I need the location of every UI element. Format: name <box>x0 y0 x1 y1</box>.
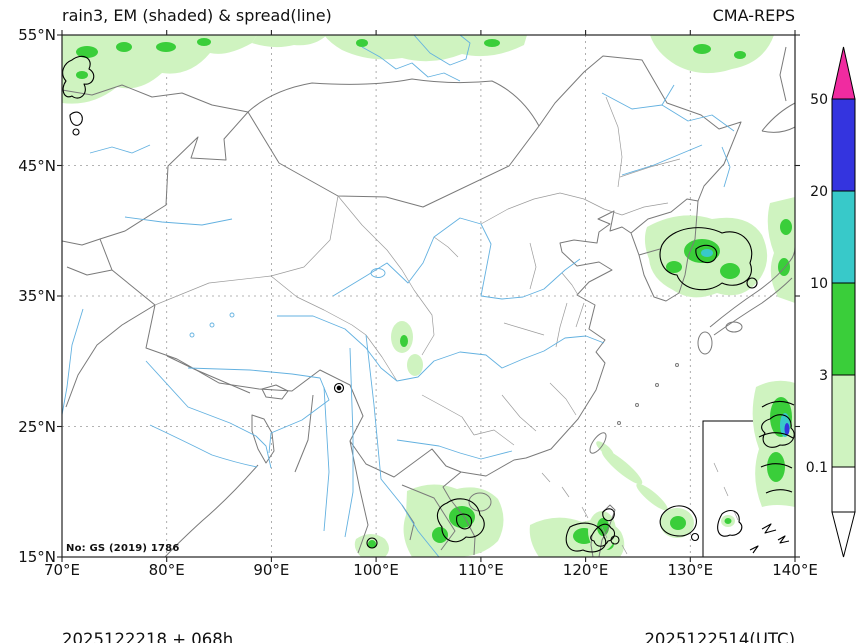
cbar-label-20: 20 <box>810 184 828 200</box>
xtick-90e: 90°E <box>253 561 290 579</box>
init-time-utc: 2025122218 + 068h <box>62 630 234 643</box>
cbar-label-0p1: 0.1 <box>805 460 828 476</box>
figure-title: rain3, EM (shaded) & spread(line) <box>62 6 332 25</box>
xtick-80e: 80°E <box>148 561 185 579</box>
footer-valid-times: 2025122514(UTC) 2025122522(CST) <box>644 582 795 643</box>
axis-ticks <box>57 30 800 562</box>
ytick-55n: 55°N <box>18 26 56 44</box>
model-name: CMA-REPS <box>712 6 795 25</box>
gridlines <box>62 35 795 557</box>
xtick-140e: 140°E <box>772 561 818 579</box>
country-borders <box>62 46 795 557</box>
xtick-100e: 100°E <box>353 561 399 579</box>
map-license-note: No: GS (2019) 1786 <box>66 543 180 554</box>
ytick-15n: 15°N <box>18 548 56 566</box>
xtick-120e: 120°E <box>562 561 609 579</box>
province-borders <box>154 96 681 555</box>
rivers <box>62 35 735 557</box>
xtick-110e: 110°E <box>458 561 504 579</box>
ytick-45n: 45°N <box>18 157 56 175</box>
xtick-70e: 70°E <box>43 561 81 579</box>
cbar-label-3: 3 <box>819 368 828 384</box>
colorbar <box>831 46 856 558</box>
inset-box <box>702 380 795 557</box>
xtick-130e: 130°E <box>667 561 714 579</box>
cbar-label-50: 50 <box>810 92 828 108</box>
cbar-label-10: 10 <box>810 276 828 292</box>
valid-time-utc: 2025122514(UTC) <box>644 630 795 643</box>
footer-init-times: 2025122218 + 068h 2025122302 + 068h <box>62 582 233 643</box>
ytick-35n: 35°N <box>18 287 56 305</box>
ytick-25n: 25°N <box>18 418 56 436</box>
spread-contours <box>62 55 758 553</box>
